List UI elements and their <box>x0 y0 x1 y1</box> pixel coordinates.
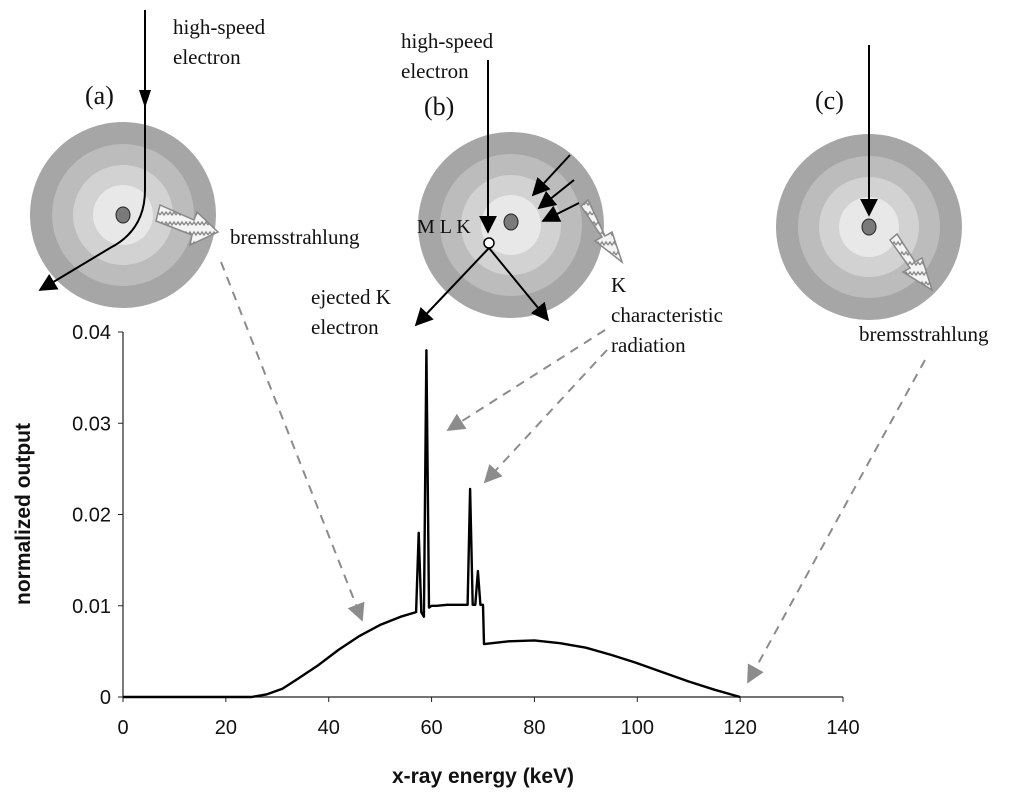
characteristic-label-3: radiation <box>611 333 686 357</box>
k-shell-vacancy <box>483 237 495 249</box>
panel-b-electron-label-1: high-speed <box>401 29 494 53</box>
atom-b <box>418 132 604 318</box>
panel-b-label: (b) <box>424 92 454 121</box>
x-tick-label: 20 <box>215 717 237 739</box>
panel-c-bremsstrahlung-label: bremsstrahlung <box>859 322 989 346</box>
x-ticks: 0 20 40 60 80 100 120 140 <box>117 697 860 739</box>
electron-path-a-arrowhead <box>139 90 151 108</box>
y-tick-label: 0.04 <box>72 322 111 344</box>
y-tick-label: 0.02 <box>72 505 111 527</box>
x-tick-label: 120 <box>723 717 756 739</box>
shell-labels: M L K <box>417 216 471 238</box>
ejected-label-1: ejected K <box>311 285 391 309</box>
y-ticks: 0 0.01 0.02 0.03 0.04 <box>72 322 123 709</box>
transition-arrow-2 <box>537 179 575 210</box>
x-tick-label: 60 <box>420 717 442 739</box>
spectrum-chart: 0 20 40 60 80 100 120 140 0 0.01 0.02 0.03 0.04 x-r… <box>12 322 860 788</box>
panel-a-electron-label-1: high-speed <box>173 15 266 39</box>
transition-arrow-1 <box>531 154 571 197</box>
bremsstrahlung-arrow-a <box>155 203 220 247</box>
x-tick-label: 80 <box>523 717 545 739</box>
x-tick-label: 0 <box>117 717 128 739</box>
ejected-label-2: electron <box>311 315 379 339</box>
x-tick-label: 140 <box>826 717 859 739</box>
atom-a-nucleus <box>115 206 131 224</box>
electron-path-a <box>38 10 146 291</box>
atom-c <box>776 134 962 320</box>
characteristic-label-1: K <box>611 273 626 297</box>
bremsstrahlung-arrow-c <box>888 232 934 292</box>
atom-a <box>30 122 216 308</box>
panel-a-bremsstrahlung-label: bremsstrahlung <box>230 225 360 249</box>
dashed-arrow-k-beta <box>483 349 608 484</box>
atom-c-nucleus <box>861 218 877 236</box>
y-tick-label: 0 <box>100 687 111 709</box>
panel-a-label: (a) <box>85 81 114 110</box>
y-tick-label: 0.01 <box>72 596 111 618</box>
dashed-arrow-k-alpha <box>446 329 606 431</box>
scattered-electron-arrow <box>488 247 550 322</box>
atom-b-nucleus <box>503 213 519 231</box>
y-axis-label: normalized output <box>12 423 35 605</box>
panel-b-electron-label-2: electron <box>401 59 469 83</box>
x-tick-label: 100 <box>621 717 654 739</box>
ejected-electron-arrow <box>414 247 490 327</box>
panel-c-label: (c) <box>815 86 844 115</box>
spectrum-line <box>123 349 741 699</box>
panel-a-electron-label-2: electron <box>173 45 241 69</box>
transition-arrow-3 <box>541 202 580 222</box>
characteristic-radiation-arrow <box>580 198 624 265</box>
x-axis-label: x-ray energy (keV) <box>392 765 574 788</box>
dashed-arrow-bremsstrahlung-a <box>220 261 365 622</box>
y-tick-label: 0.03 <box>72 413 111 435</box>
characteristic-label-2: characteristic <box>611 303 723 327</box>
dashed-arrow-bremsstrahlung-c <box>747 359 926 684</box>
x-tick-label: 40 <box>318 717 340 739</box>
